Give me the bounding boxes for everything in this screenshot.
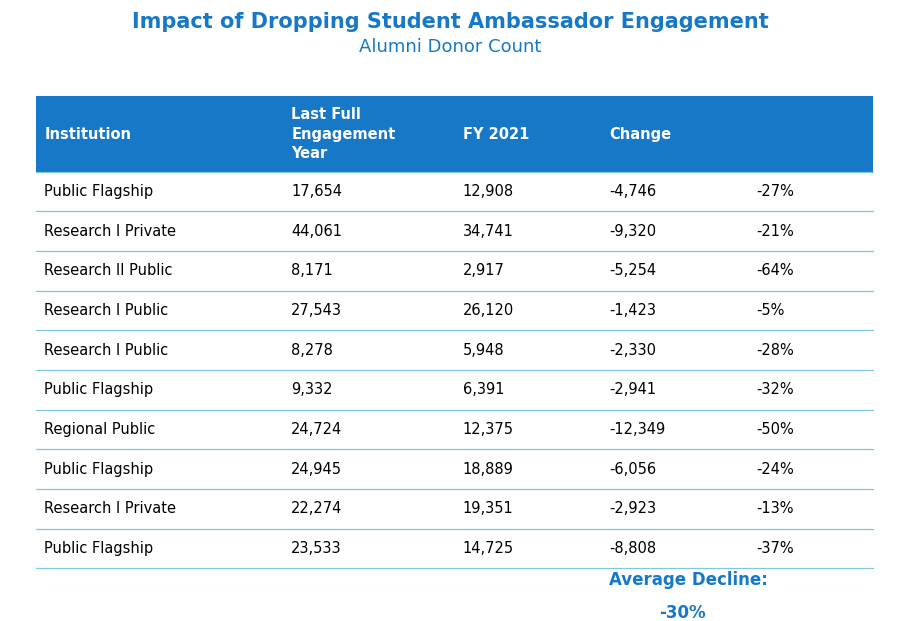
Text: Average Decline:: Average Decline: (609, 571, 769, 589)
Text: -8,808: -8,808 (609, 541, 656, 556)
Text: -37%: -37% (756, 541, 794, 556)
Text: -13%: -13% (756, 501, 793, 516)
Text: 34,741: 34,741 (463, 224, 514, 238)
Text: Research II Public: Research II Public (44, 263, 173, 278)
Text: -9,320: -9,320 (609, 224, 656, 238)
Text: 9,332: 9,332 (292, 383, 333, 397)
Text: Impact of Dropping Student Ambassador Engagement: Impact of Dropping Student Ambassador En… (131, 12, 769, 32)
Text: Public Flagship: Public Flagship (44, 541, 154, 556)
Text: Public Flagship: Public Flagship (44, 461, 154, 476)
Text: -2,330: -2,330 (609, 343, 656, 358)
Text: -30%: -30% (660, 604, 706, 621)
Text: 24,724: 24,724 (292, 422, 343, 437)
Text: 5,948: 5,948 (463, 343, 505, 358)
Text: 17,654: 17,654 (292, 184, 342, 199)
Text: 44,061: 44,061 (292, 224, 342, 238)
Text: 23,533: 23,533 (292, 541, 342, 556)
Text: -6,056: -6,056 (609, 461, 656, 476)
Text: 26,120: 26,120 (463, 303, 514, 318)
Text: -4,746: -4,746 (609, 184, 656, 199)
Text: 24,945: 24,945 (292, 461, 342, 476)
Text: Public Flagship: Public Flagship (44, 184, 154, 199)
Text: Research I Public: Research I Public (44, 343, 168, 358)
Text: Research I Private: Research I Private (44, 501, 176, 516)
Text: 19,351: 19,351 (463, 501, 514, 516)
Text: Research I Private: Research I Private (44, 224, 176, 238)
Text: -2,941: -2,941 (609, 383, 656, 397)
Text: -1,423: -1,423 (609, 303, 656, 318)
Text: -32%: -32% (756, 383, 794, 397)
Text: 14,725: 14,725 (463, 541, 514, 556)
Text: 8,278: 8,278 (292, 343, 333, 358)
Text: -5,254: -5,254 (609, 263, 656, 278)
Text: 18,889: 18,889 (463, 461, 514, 476)
Text: 2,917: 2,917 (463, 263, 505, 278)
Text: 22,274: 22,274 (292, 501, 343, 516)
Text: Research I Public: Research I Public (44, 303, 168, 318)
Text: -64%: -64% (756, 263, 794, 278)
Text: -5%: -5% (756, 303, 784, 318)
Text: -12,349: -12,349 (609, 422, 666, 437)
Text: 12,908: 12,908 (463, 184, 514, 199)
Text: -27%: -27% (756, 184, 794, 199)
Text: Institution: Institution (44, 127, 131, 142)
Text: 27,543: 27,543 (292, 303, 342, 318)
Text: 8,171: 8,171 (292, 263, 333, 278)
Text: Alumni Donor Count: Alumni Donor Count (359, 39, 541, 56)
Text: Regional Public: Regional Public (44, 422, 156, 437)
Text: -24%: -24% (756, 461, 794, 476)
Text: 12,375: 12,375 (463, 422, 514, 437)
Text: -21%: -21% (756, 224, 794, 238)
Text: 6,391: 6,391 (463, 383, 504, 397)
Text: FY 2021: FY 2021 (463, 127, 529, 142)
Text: Change: Change (609, 127, 671, 142)
Text: Last Full
Engagement
Year: Last Full Engagement Year (292, 107, 395, 161)
Text: -50%: -50% (756, 422, 794, 437)
Text: -2,923: -2,923 (609, 501, 656, 516)
Text: Public Flagship: Public Flagship (44, 383, 154, 397)
Text: -28%: -28% (756, 343, 794, 358)
